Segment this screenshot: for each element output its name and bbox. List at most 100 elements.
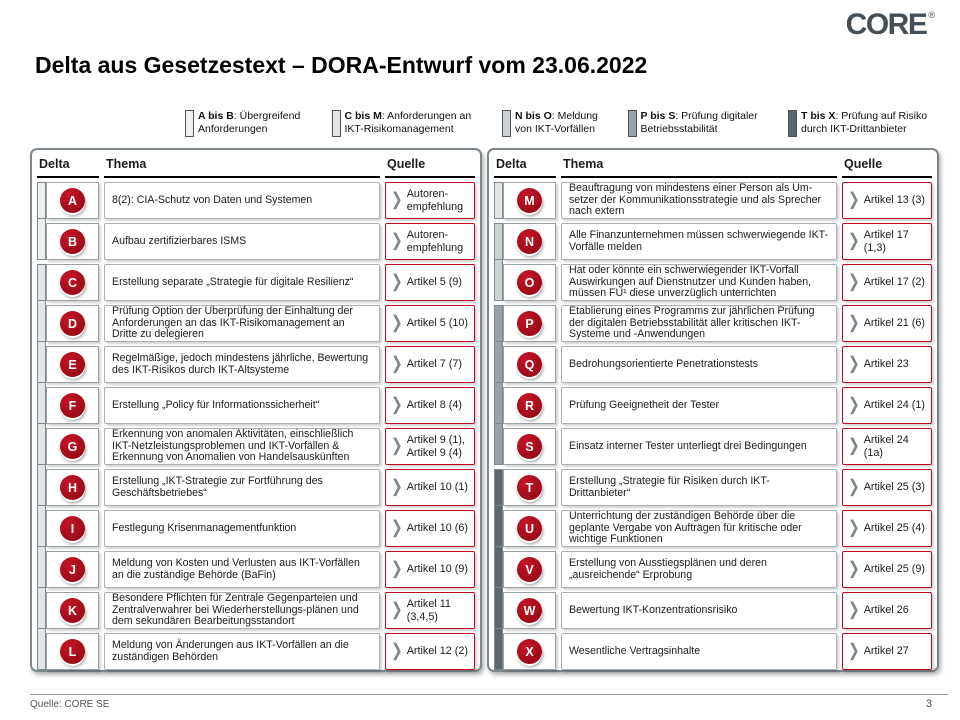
table-row: M Beauftragung von mindestens einer Pers…	[494, 182, 932, 219]
legend-text: N bis OMeldung von IKT-Vorfällen	[515, 110, 610, 136]
quelle-cell: ❯ Artikel 10 (6)	[385, 510, 475, 547]
chevron-icon: ❯	[848, 354, 860, 375]
delta-badge: R	[517, 393, 542, 418]
badge-box: D	[46, 305, 99, 342]
quelle-text: Artikel 17 (2)	[863, 276, 925, 289]
delta-badge: M	[517, 188, 542, 213]
delta-badge: B	[60, 229, 85, 254]
table-row: P Etablierung eines Programms zur jährli…	[494, 305, 932, 347]
delta-badge: V	[517, 557, 542, 582]
thema-text: Regelmäßige, jedoch mindestens jährliche…	[112, 351, 369, 376]
thema-text: Festlegung Krisenmanagementfunktion	[112, 521, 297, 534]
column-header-thema: Thema	[561, 155, 837, 178]
category-strip	[494, 341, 503, 388]
delta-cell: K	[37, 587, 99, 634]
badge-box: L	[46, 633, 99, 670]
delta-cell: L	[37, 628, 99, 670]
legend-text: P bis SPrüfung digitaler Betriebsstabili…	[641, 110, 771, 136]
delta-cell: O	[494, 259, 556, 301]
thema-text: Erstellung „Policy für Informationssiche…	[112, 398, 320, 411]
category-strip	[494, 382, 503, 429]
category-strip	[494, 546, 503, 593]
chevron-icon: ❯	[848, 559, 860, 580]
thema-text: Meldung von Kosten und Verlusten aus IKT…	[112, 556, 360, 581]
delta-badge: S	[517, 434, 542, 459]
thema-text: Beauftragung von mindestens einer Person…	[569, 182, 822, 218]
delta-badge: E	[60, 352, 85, 377]
table-row: W Bewertung IKT-Konzentrationsrisiko ❯ Ar…	[494, 587, 932, 634]
quelle-text: Artikel 24 (1a)	[863, 434, 909, 459]
chevron-icon: ❯	[848, 436, 860, 457]
delta-badge: J	[60, 557, 85, 582]
chevron-icon: ❯	[848, 641, 860, 662]
thema-text: Prüfung Option der Überprüfung der Einha…	[112, 305, 353, 341]
thema-text: Erstellung „IKT-Strategie zur Fortführun…	[112, 474, 323, 499]
thema-cell: Erkennung von anomalen Aktivitäten, eins…	[104, 428, 380, 465]
delta-badge: O	[517, 270, 542, 295]
chevron-icon: ❯	[391, 354, 403, 375]
badge-box: N	[503, 223, 556, 260]
chevron-icon: ❯	[848, 231, 860, 252]
badge-box: H	[46, 469, 99, 506]
table-header: Delta Thema Quelle	[494, 155, 932, 178]
delta-cell: J	[37, 546, 99, 593]
category-strip	[37, 218, 46, 260]
delta-badge: C	[60, 270, 85, 295]
quelle-text: Artikel 7 (7)	[406, 358, 462, 371]
table-row: O Hat oder könnte ein schwerwiegender IK…	[494, 259, 932, 301]
quelle-text: Artikel 25 (3)	[863, 481, 925, 494]
quelle-cell: ❯ Artikel 12 (2)	[385, 633, 475, 670]
thema-text: Wesentliche Vertragsinhalte	[569, 644, 701, 657]
delta-cell: P	[494, 305, 556, 347]
thema-text: Unterrichtung der zuständigen Behörde üb…	[569, 510, 802, 546]
delta-badge: L	[60, 639, 85, 664]
delta-cell: C	[37, 264, 99, 306]
thema-cell: Meldung von Kosten und Verlusten aus IKT…	[104, 551, 380, 588]
thema-cell: Erstellung von Ausstiegsplänen und deren…	[561, 551, 837, 588]
thema-cell: Prüfung Geeignetheit der Tester	[561, 387, 837, 424]
thema-cell: Aufbau zertifizierbares ISMS	[104, 223, 380, 260]
quelle-text: Artikel 10 (6)	[406, 522, 468, 535]
table-row: G Erkennung von anomalen Aktivitäten, ei…	[37, 423, 475, 470]
quelle-text: Artikel 12 (2)	[406, 645, 468, 658]
legend-item: A bis BÜbergreifend Anforderungen	[185, 110, 314, 137]
chevron-icon: ❯	[391, 477, 403, 498]
legend-color-swatch	[627, 110, 637, 137]
table-row: L Meldung von Änderungen aus IKT-Vorfäll…	[37, 628, 475, 670]
chevron-icon: ❯	[391, 641, 403, 662]
category-strip	[37, 300, 46, 347]
legend-item: C bis MAnforderungen an IKT-Risikomanage…	[331, 110, 485, 137]
quelle-text: Artikel 25 (9)	[863, 563, 925, 576]
thema-cell: Alle Finanzunternehmen müssen schwerwieg…	[561, 223, 837, 260]
delta-cell: H	[37, 464, 99, 511]
table-row: I Festlegung Krisenmanagementfunktion ❯ A…	[37, 505, 475, 552]
delta-badge: Q	[517, 352, 542, 377]
thema-text: Erstellung „Strategie für Risiken durch …	[569, 474, 770, 499]
chevron-icon: ❯	[848, 477, 860, 498]
category-strip	[494, 505, 503, 552]
thema-cell: Erstellung separate „Strategie für digit…	[104, 264, 380, 301]
category-strip	[37, 423, 46, 470]
delta-cell: B	[37, 218, 99, 260]
table-row: T Erstellung „Strategie für Risiken durc…	[494, 469, 932, 511]
legend-text: T bis XPrüfung auf Risiko durch IKT-Drit…	[801, 110, 935, 136]
thema-text: Einsatz interner Tester unterliegt drei …	[569, 439, 807, 452]
thema-cell: Etablierung eines Programms zur jährlich…	[561, 305, 837, 342]
badge-box: R	[503, 387, 556, 424]
delta-badge: I	[60, 516, 85, 541]
quelle-cell: ❯ Artikel 5 (10)	[385, 305, 475, 342]
chevron-icon: ❯	[391, 231, 403, 252]
badge-box: U	[503, 510, 556, 547]
thema-text: Bedrohungsorientierte Penetrationstests	[569, 357, 759, 370]
delta-badge: P	[517, 311, 542, 336]
thema-text: Hat oder könnte ein schwerwiegender IKT-…	[569, 264, 812, 300]
thema-cell: Meldung von Änderungen aus IKT-Vorfällen…	[104, 633, 380, 670]
chevron-icon: ❯	[391, 518, 403, 539]
legend-label: Prüfung auf Risiko durch IKT-Drittanbiet…	[801, 110, 928, 135]
thema-text: Erstellung von Ausstiegsplänen und deren…	[569, 556, 767, 581]
category-strip	[37, 587, 46, 634]
badge-box: X	[503, 633, 556, 670]
chevron-icon: ❯	[391, 395, 403, 416]
legend-color-swatch	[788, 110, 797, 137]
